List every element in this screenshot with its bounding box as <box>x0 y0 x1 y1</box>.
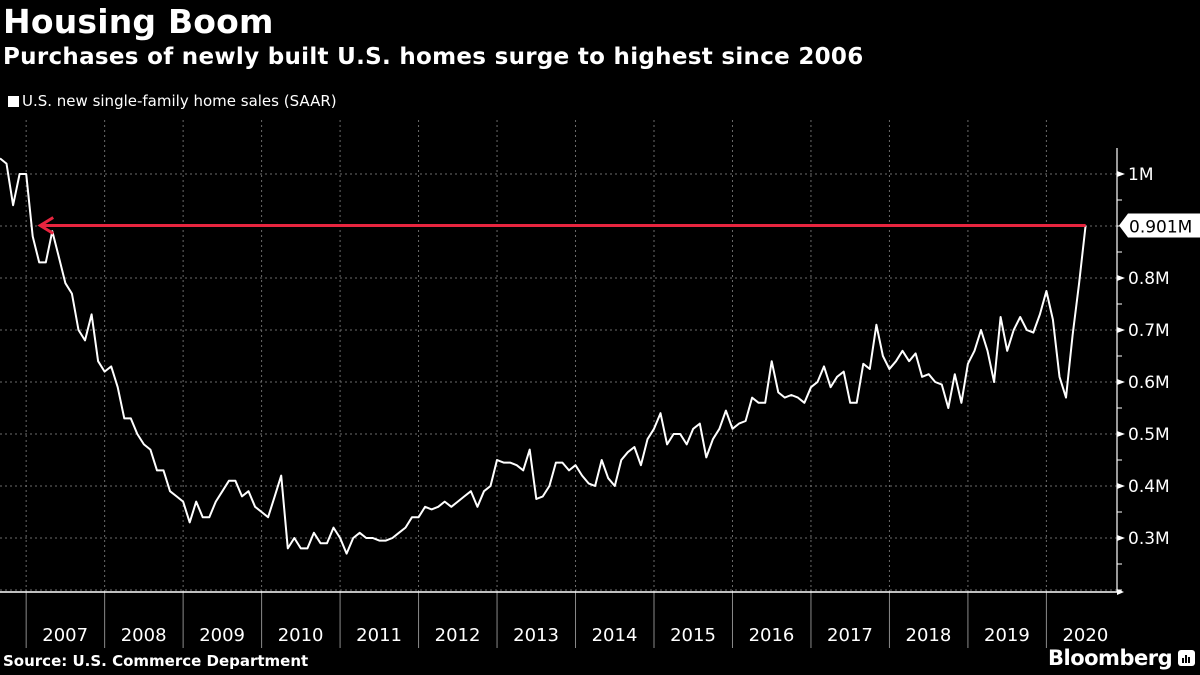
x-tick-label: 2011 <box>356 625 402 646</box>
y-tick-label: 1M <box>1128 165 1153 185</box>
x-tick-label: 2010 <box>278 625 324 646</box>
y-tick-label: 0.3M <box>1128 529 1170 549</box>
x-tick-label: 2014 <box>592 625 638 646</box>
x-tick-label: 2018 <box>906 625 952 646</box>
x-tick-label: 2008 <box>121 625 167 646</box>
x-tick-label: 2012 <box>435 625 481 646</box>
y-tick-mark <box>1117 483 1125 489</box>
series-line <box>0 157 1087 555</box>
legend-label: U.S. new single-family home sales (SAAR) <box>22 92 337 110</box>
y-tick-label: 0.6M <box>1128 373 1170 393</box>
x-tick-label: 2007 <box>42 625 88 646</box>
y-tick-label: 0.7M <box>1128 321 1170 341</box>
annotation-arrowhead <box>37 216 55 235</box>
y-tick-label: 0.5M <box>1128 425 1170 445</box>
bloomberg-chart-icon <box>1178 650 1195 666</box>
x-tick-label: 2009 <box>199 625 245 646</box>
legend: U.S. new single-family home sales (SAAR) <box>8 92 337 110</box>
y-tick-mark <box>1117 379 1125 385</box>
y-tick-label: 0.4M <box>1128 477 1170 497</box>
x-tick-label: 2019 <box>984 625 1030 646</box>
x-tick-label: 2013 <box>513 625 559 646</box>
chart-subtitle: Purchases of newly built U.S. homes surg… <box>3 44 864 70</box>
value-callout-tag <box>1119 213 1200 238</box>
y-tick-mark <box>1117 327 1125 333</box>
source-note: Source: U.S. Commerce Department <box>3 652 309 670</box>
chart-title: Housing Boom <box>3 2 274 41</box>
bloomberg-logo: Bloomberg <box>1048 646 1173 670</box>
x-tick-label: 2020 <box>1062 625 1108 646</box>
y-tick-label: 0.8M <box>1128 269 1170 289</box>
x-tick-label: 2017 <box>827 625 873 646</box>
y-tick-mark <box>1117 431 1125 437</box>
y-tick-mark <box>1117 275 1125 281</box>
x-tick-label: 2015 <box>670 625 716 646</box>
legend-swatch <box>8 95 19 107</box>
x-tick-label: 2016 <box>749 625 795 646</box>
value-callout-label: 0.901M <box>1129 217 1192 237</box>
y-tick-mark <box>1117 171 1125 177</box>
y-tick-mark <box>1117 535 1125 541</box>
